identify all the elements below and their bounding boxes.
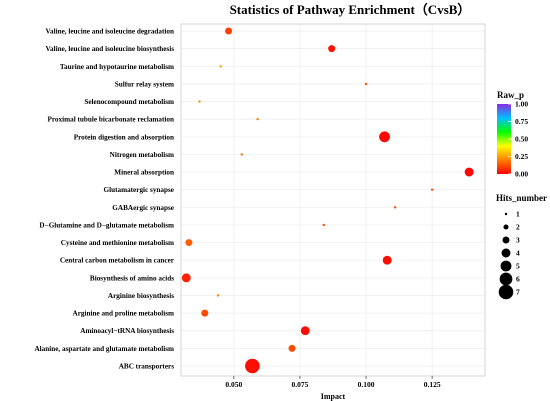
data-points [181, 27, 474, 374]
pathway-label: Cysteine and methionine metabolism [61, 239, 174, 247]
pathway-label: GABAergic synapse [112, 204, 174, 212]
data-point [379, 131, 390, 143]
size-legend-label: 4 [516, 249, 520, 258]
pathway-label: Alanine, aspartate and glutamate metabol… [34, 345, 174, 353]
size-legend-dot [498, 284, 514, 300]
x-tick-label: 0.075 [292, 380, 309, 389]
x-axis-label: Impact [321, 392, 346, 401]
hits-number-legend-title: Hits_number [496, 193, 547, 203]
pathway-label: ABC transporters [119, 363, 174, 371]
data-point [185, 239, 193, 247]
colorbar-tick-label: 1.00 [515, 100, 528, 109]
colorbar-tick-label: 0.25 [515, 152, 528, 161]
pathway-label: Arginine biosynthesis [108, 292, 174, 300]
x-tick-label: 0.100 [358, 380, 375, 389]
data-point [288, 344, 296, 352]
pathway-label: Selenocompound metabolism [84, 98, 174, 106]
x-axis-ticks: 0.050 0.075 0.100 0.125 [225, 376, 441, 389]
size-legend-dot [501, 248, 511, 258]
pathway-label: Valine, leucine and isoleucine degradati… [45, 28, 174, 36]
pathway-label: Biosynthesis of amino acids [90, 274, 174, 282]
chart-title: Statistics of Pathway Enrichment（CvsB） [230, 2, 471, 17]
size-legend-dot [500, 260, 512, 272]
data-point [328, 45, 336, 53]
data-point [300, 326, 310, 336]
data-point [225, 27, 233, 35]
pathway-label: Taurine and hypotaurine metabolism [60, 63, 174, 71]
size-legend-label: 3 [516, 236, 520, 245]
size-legend-dot [504, 212, 508, 216]
plot-frame [180, 23, 486, 377]
data-point [216, 294, 220, 297]
size-legend-label: 1 [516, 210, 520, 219]
raw-p-legend: Raw_p 0.00 0.25 0.50 0.75 1.00 [497, 90, 528, 179]
pathway-label: Valine, leucine and isoleucine biosynthe… [45, 45, 174, 53]
raw-p-legend-title: Raw_p [497, 90, 524, 100]
size-legend-dot [502, 236, 510, 244]
grid [181, 24, 485, 376]
data-point [382, 255, 392, 265]
size-legend-dot [499, 272, 513, 286]
data-point [198, 100, 201, 103]
data-point [219, 65, 222, 68]
hits-number-legend: Hits_number 1 2 3 4 5 6 7 [496, 193, 547, 300]
pathway-label: Glutamatergic synapse [104, 186, 174, 194]
pathway-label: Mineral absorption [114, 169, 174, 177]
pathway-label: Arginine and proline metabolism [73, 310, 175, 318]
pathway-label: Aminoacyl−tRNA biosynthesis [80, 327, 174, 335]
data-point [464, 167, 474, 177]
x-tick-label: 0.125 [424, 380, 441, 389]
size-legend-label: 5 [516, 262, 520, 271]
pathway-label: D−Glutamine and D−glutamate metabolism [39, 221, 174, 229]
data-point [201, 309, 209, 317]
raw-p-colorbar [497, 104, 511, 174]
data-point [322, 223, 325, 227]
data-point [364, 82, 368, 86]
data-point [393, 206, 397, 209]
size-legend-label: 7 [516, 288, 520, 297]
data-point [245, 358, 260, 374]
colorbar-tick-label: 0.75 [515, 117, 528, 126]
colorbar-tick-label: 0.00 [515, 170, 528, 179]
data-point [256, 117, 259, 121]
pathway-labels: ABC transporters Alanine, aspartate and g… [34, 28, 174, 371]
pathway-label: Central carbon metabolism in cancer [60, 257, 175, 265]
pathway-label: Protein digestion and absorption [74, 133, 174, 141]
data-point [181, 273, 191, 283]
pathway-label: Proximal tubule bicarbonate reclamation [47, 116, 174, 124]
colorbar-tick-label: 0.50 [515, 135, 528, 144]
data-point [430, 188, 434, 191]
data-point [240, 153, 243, 156]
pathway-label: Sulfur relay system [115, 80, 174, 88]
size-legend-label: 6 [516, 275, 520, 284]
pathway-label: Nitrogen metabolism [110, 151, 174, 159]
size-legend-label: 2 [516, 223, 520, 232]
size-legend-dot [503, 224, 509, 230]
x-tick-label: 0.050 [225, 380, 242, 389]
